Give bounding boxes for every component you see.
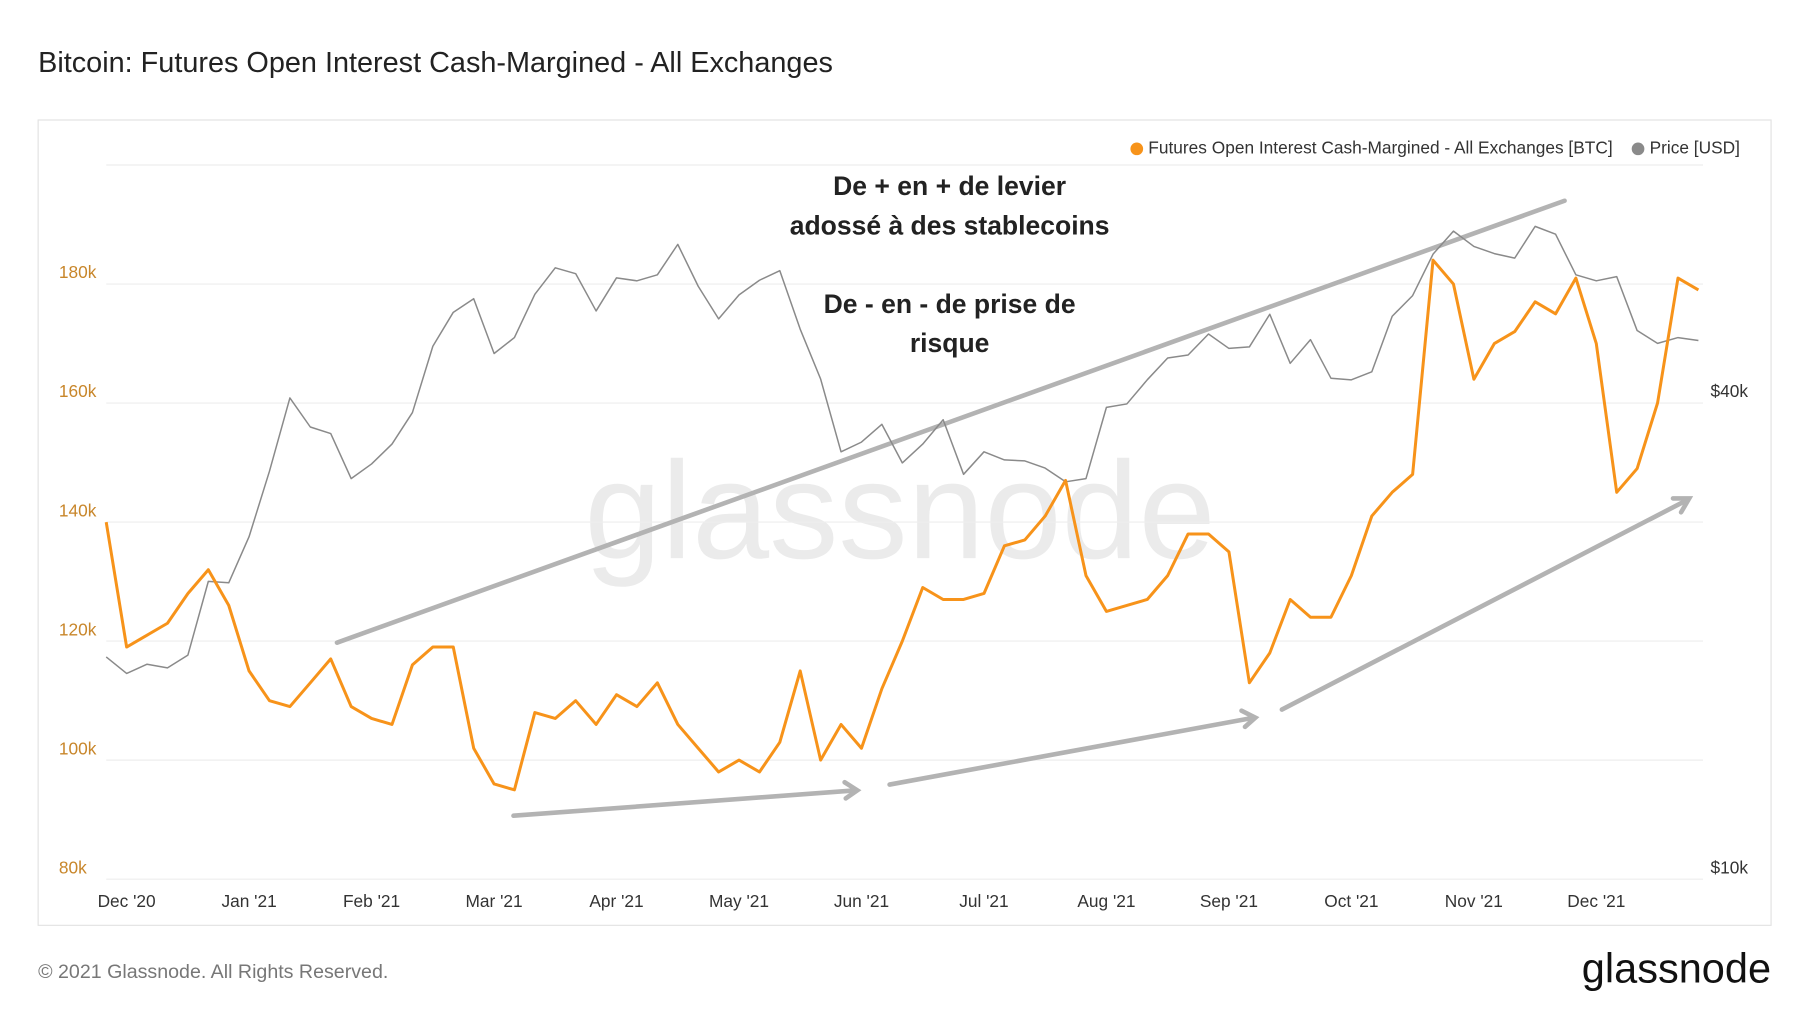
logo: glassnode: [1582, 944, 1771, 991]
x-tick-label: Mar '21: [465, 891, 522, 911]
legend-label: Futures Open Interest Cash-Margined - Al…: [1148, 137, 1612, 157]
arrow-1-head: [842, 779, 862, 801]
x-tick-label: Jun '21: [834, 891, 889, 911]
chart-title: Bitcoin: Futures Open Interest Cash-Marg…: [38, 47, 833, 79]
y2-tick-label: $40k: [1710, 381, 1748, 401]
x-tick-label: Dec '21: [1567, 891, 1625, 911]
x-tick-label: Jul '21: [959, 891, 1008, 911]
trend-arrows: [334, 198, 1694, 819]
arrow-2-head: [1239, 708, 1260, 730]
annotation: risque: [910, 328, 990, 358]
series-line: [104, 258, 1700, 792]
y-tick-label: 100k: [59, 738, 97, 758]
x-tick-label: Nov '21: [1445, 891, 1503, 911]
annotations: De + en + de levier adossé à des stablec…: [790, 171, 1110, 358]
x-tick-label: May '21: [709, 891, 769, 911]
legend-swatch: [1130, 142, 1144, 156]
y-tick-label: 140k: [59, 500, 97, 520]
copyright: © 2021 Glassnode. All Rights Reserved.: [38, 961, 388, 983]
x-tick-label: Jan '21: [221, 891, 276, 911]
x-tick-label: Feb '21: [343, 891, 400, 911]
y-tick-label: 160k: [59, 381, 97, 401]
y2-tick-label: $10k: [1710, 857, 1748, 877]
plot: [104, 225, 1700, 792]
legend-swatch: [1631, 142, 1645, 156]
x-tick-label: Apr '21: [589, 891, 643, 911]
arrow-1: [511, 788, 859, 819]
arrow-3: [1279, 497, 1691, 712]
series-line: [105, 225, 1699, 675]
upper-trend-line: [334, 198, 1567, 645]
legend-label: Price [USD]: [1650, 137, 1740, 157]
x-tick-label: Sep '21: [1200, 891, 1258, 911]
grid: 80k 100k 120k 140k 160k 180k $10k $40k Dec '20 Ja…: [59, 262, 1748, 911]
annotation: De - en - de prise de: [824, 289, 1076, 319]
chart-frame: [37, 119, 1772, 926]
arrow-2: [887, 715, 1257, 787]
x-tick-label: Aug '21: [1077, 891, 1135, 911]
legend: Price [USD] Futures Open Interest Cash-Ma…: [1130, 137, 1740, 157]
x-tick-label: Oct '21: [1324, 891, 1378, 911]
annotation: adossé à des stablecoins: [790, 210, 1110, 240]
arrow-3-head: [1670, 496, 1694, 515]
y-tick-label: 80k: [59, 857, 87, 877]
y-tick-label: 120k: [59, 619, 97, 639]
annotation: De + en + de levier: [833, 171, 1066, 201]
x-tick-label: Dec '20: [98, 891, 156, 911]
y-tick-label: 180k: [59, 262, 97, 282]
